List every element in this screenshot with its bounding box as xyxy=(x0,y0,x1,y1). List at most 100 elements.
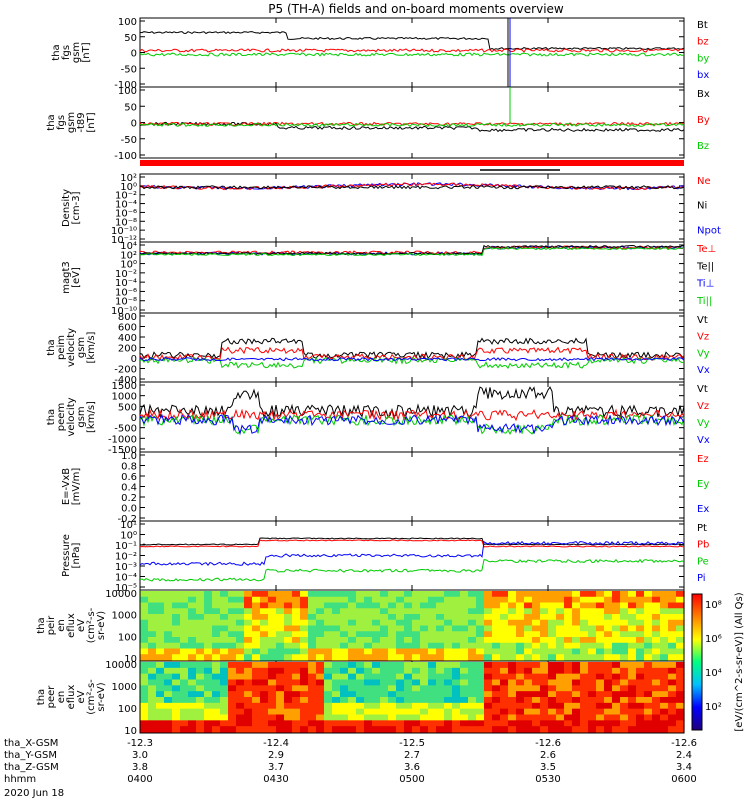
y-tick-label: 100 xyxy=(118,86,137,97)
heatmap-cell xyxy=(204,631,213,638)
heatmap-cell xyxy=(348,667,357,675)
heatmap-cell xyxy=(444,679,453,686)
heatmap-cell xyxy=(428,667,437,675)
y-tick-label: 0 xyxy=(131,49,137,60)
heatmap-cell xyxy=(444,602,453,609)
heatmap-cell xyxy=(436,602,445,609)
heatmap-cell xyxy=(404,667,413,675)
heatmap-cell xyxy=(172,631,181,638)
heatmap-cell xyxy=(468,673,477,681)
heatmap-cell xyxy=(516,673,525,681)
heatmap-cell xyxy=(532,631,541,638)
heatmap-cell xyxy=(228,642,237,650)
heatmap-cell xyxy=(484,608,493,615)
heatmap-cell xyxy=(572,691,581,698)
heatmap-cell xyxy=(412,596,421,604)
heatmap-cell xyxy=(428,708,437,716)
heatmap-cell xyxy=(604,714,613,721)
heatmap-cell xyxy=(500,702,509,710)
heatmap-cell xyxy=(220,625,229,632)
heatmap-cell xyxy=(308,619,317,627)
x-axis-tick-label: -12.3 xyxy=(127,738,153,749)
heatmap-cell xyxy=(364,654,373,661)
heatmap-cell xyxy=(228,702,237,710)
heatmap-cell xyxy=(388,667,397,675)
y-tick-label: 10⁰ xyxy=(120,260,137,271)
heatmap-cell xyxy=(644,726,653,733)
heatmap-cell xyxy=(644,648,653,655)
x-axis-tick-label: -12.6 xyxy=(671,738,697,749)
heatmap-cell xyxy=(316,637,325,644)
heatmap-cell xyxy=(588,667,597,675)
heatmap-cell xyxy=(524,591,533,598)
heatmap-cell xyxy=(604,720,613,727)
heatmap-cell xyxy=(452,720,461,727)
heatmap-cell xyxy=(596,679,605,686)
heatmap-cell xyxy=(508,697,517,704)
heatmap-cell xyxy=(516,608,525,615)
heatmap-cell xyxy=(612,673,621,681)
heatmap-cell xyxy=(148,697,157,704)
y-axis-label: tha xyxy=(51,44,62,60)
heatmap-cell xyxy=(268,720,277,727)
heatmap-cell xyxy=(396,631,405,638)
heatmap-cell xyxy=(580,708,589,716)
heatmap-cell xyxy=(588,596,597,604)
heatmap-cell xyxy=(460,596,469,604)
heatmap-cell xyxy=(388,614,397,621)
heatmap-cell xyxy=(364,714,373,721)
heatmap-cell xyxy=(372,637,381,644)
y-tick-label: 600 xyxy=(118,323,137,334)
heatmap-cell xyxy=(548,714,557,721)
heatmap-cell xyxy=(420,702,429,710)
heatmap-cell xyxy=(380,702,389,710)
heatmap-cell xyxy=(172,667,181,675)
heatmap-cell xyxy=(492,726,501,733)
heatmap-cell xyxy=(260,631,269,638)
heatmap-cell xyxy=(476,679,485,686)
y-axis-label: tha xyxy=(46,114,57,130)
heatmap-cell xyxy=(596,608,605,615)
heatmap-cell xyxy=(372,602,381,609)
heatmap-cell xyxy=(588,642,597,650)
heatmap-cell xyxy=(260,702,269,710)
heatmap-cell xyxy=(564,619,573,627)
heatmap-cell xyxy=(300,679,309,686)
heatmap-cell xyxy=(380,667,389,675)
heatmap-cell xyxy=(228,619,237,627)
heatmap-cell xyxy=(612,648,621,655)
heatmap-cell xyxy=(212,673,221,681)
heatmap-cell xyxy=(668,679,677,686)
heatmap-cell xyxy=(268,702,277,710)
heatmap-cell xyxy=(252,720,261,727)
heatmap-cell xyxy=(252,708,261,716)
heatmap-cell xyxy=(652,602,661,609)
heatmap-cell xyxy=(316,642,325,650)
heatmap-cell xyxy=(204,648,213,655)
heatmap-cell xyxy=(284,673,293,681)
y-tick-label: 10² xyxy=(120,173,137,184)
heatmap-cell xyxy=(580,648,589,655)
x-axis-tick-label: 2.9 xyxy=(268,750,284,761)
heatmap-cell xyxy=(356,614,365,621)
heatmap-cell xyxy=(340,667,349,675)
heatmap-cell xyxy=(628,619,637,627)
heatmap-cell xyxy=(172,685,181,692)
heatmap-cell xyxy=(172,648,181,655)
panel-frame xyxy=(139,660,685,734)
heatmap-cell xyxy=(340,662,349,669)
heatmap-cell xyxy=(420,619,429,627)
heatmap-cell xyxy=(316,673,325,681)
y-tick-label: 10⁻⁶ xyxy=(115,287,137,298)
heatmap-cell xyxy=(484,625,493,632)
heatmap-cell xyxy=(524,642,533,650)
heatmap-cell xyxy=(372,619,381,627)
heatmap-cell xyxy=(668,685,677,692)
heatmap-cell xyxy=(580,654,589,661)
y-tick-label: 10⁻⁴ xyxy=(115,278,137,289)
heatmap-cell xyxy=(668,662,677,669)
heatmap-cell xyxy=(452,667,461,675)
heatmap-cell xyxy=(580,602,589,609)
heatmap-cell xyxy=(652,637,661,644)
heatmap-cell xyxy=(508,691,517,698)
